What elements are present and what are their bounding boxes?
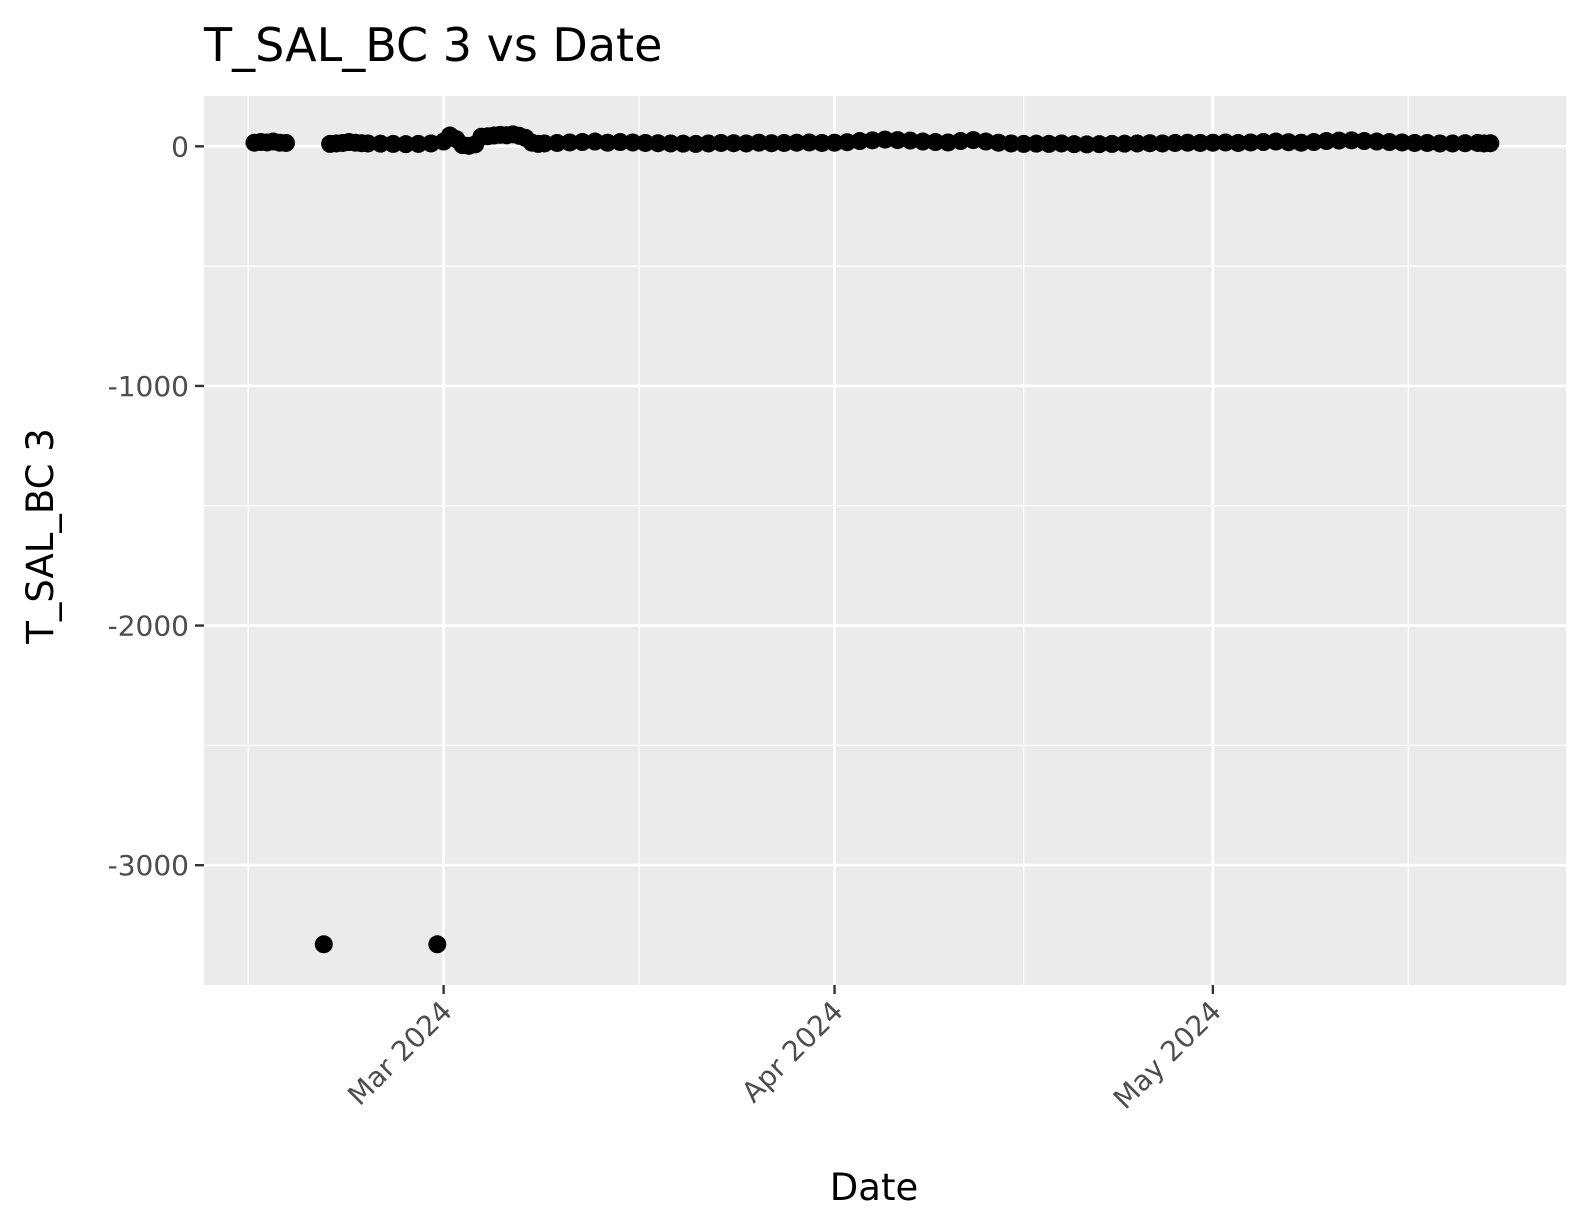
data-point [1216, 133, 1235, 152]
data-point [876, 130, 894, 149]
data-point [1279, 133, 1298, 152]
data-point [674, 134, 693, 153]
data-point [560, 133, 579, 152]
data-point [800, 133, 819, 152]
data-point [358, 134, 377, 153]
y-tick-label: 0 [171, 130, 189, 163]
chart-title: T_SAL_BC 3 vs Date [203, 18, 662, 72]
data-point [1443, 134, 1462, 153]
y-axis-title: T_SAL_BC 3 [19, 428, 62, 645]
data-point [371, 134, 390, 153]
data-point [1090, 135, 1109, 154]
x-axis-title: Date [830, 1166, 918, 1209]
data-point [1128, 134, 1147, 153]
y-tick-label: -3000 [108, 849, 189, 882]
data-point [724, 134, 743, 153]
data-point [1191, 133, 1210, 152]
data-point [699, 134, 718, 153]
data-point [762, 134, 781, 153]
data-point [1393, 133, 1412, 152]
data-point [913, 132, 932, 151]
data-point [1254, 133, 1273, 152]
data-point [1014, 134, 1033, 153]
data-point [649, 134, 667, 153]
data-point [1002, 134, 1021, 153]
data-point [428, 935, 447, 954]
data-point [1241, 133, 1260, 152]
data-point [888, 131, 907, 150]
data-point [573, 133, 592, 152]
data-point [1103, 134, 1121, 153]
plot-panel [204, 96, 1566, 985]
x-tick-label: Apr 2024 [735, 995, 849, 1109]
data-point [1065, 135, 1084, 154]
data-point [548, 133, 567, 152]
data-point [1115, 134, 1134, 153]
data-point [535, 134, 554, 153]
data-point [1178, 133, 1197, 152]
data-point [276, 133, 295, 152]
data-point [611, 133, 630, 152]
data-point [1355, 132, 1374, 151]
data-point [775, 133, 794, 152]
x-tick-label: Mar 2024 [341, 995, 458, 1112]
data-point [1077, 135, 1096, 154]
data-point [1317, 132, 1336, 151]
data-point [1203, 133, 1222, 152]
data-point [1330, 131, 1348, 150]
data-point [1153, 134, 1172, 153]
data-point [712, 133, 731, 152]
data-point [787, 133, 806, 152]
data-point [623, 133, 642, 152]
data-point [926, 133, 945, 152]
data-point [1418, 133, 1437, 152]
data-point [1039, 134, 1058, 153]
data-point [1140, 134, 1159, 153]
data-point [409, 134, 428, 153]
data-point [1481, 134, 1500, 153]
data-point [1456, 134, 1475, 153]
data-point [384, 134, 403, 153]
data-point [812, 133, 831, 152]
data-point [1380, 133, 1399, 152]
grid-lines [204, 96, 1566, 985]
data-point [1027, 134, 1046, 153]
data-point [661, 134, 680, 153]
data-point [1166, 133, 1185, 152]
data-point [636, 133, 655, 152]
data-point [749, 133, 768, 152]
data-points [245, 125, 1500, 954]
data-point [686, 134, 705, 153]
data-point [825, 133, 844, 152]
data-point [1229, 133, 1248, 152]
data-point [1367, 132, 1386, 151]
y-tick-label: -2000 [108, 610, 189, 643]
data-point [314, 935, 333, 954]
data-point [1405, 133, 1424, 152]
data-point [396, 135, 415, 154]
y-tick-label: -1000 [108, 370, 189, 403]
data-point [1430, 134, 1449, 153]
x-tick-label: May 2024 [1107, 995, 1228, 1116]
